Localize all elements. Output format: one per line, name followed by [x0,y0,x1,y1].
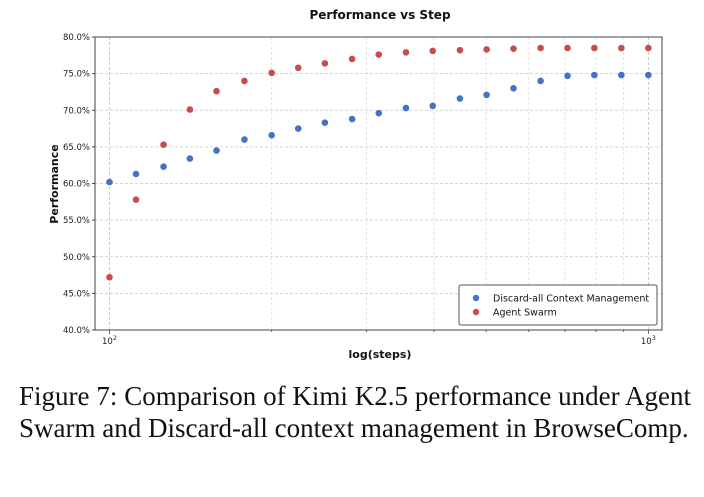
point-discard-all-context-management [132,170,140,178]
point-discard-all-context-management [564,72,571,80]
x-tick-label: 102 [102,334,117,347]
point-agent-swarm [537,44,544,52]
point-discard-all-context-management [429,102,437,110]
y-tick-label: 65.0% [63,143,90,153]
point-discard-all-context-management [186,155,194,162]
legend-marker-agent-swarm [472,308,480,316]
point-discard-all-context-management [510,84,517,92]
point-agent-swarm [429,47,437,55]
point-discard-all-context-management [106,178,113,186]
y-axis-label: Performance [48,144,61,223]
y-axis-ticks: 40.0% 45.0% 50.0% 55.0% 60.0% 65.0% 70.0% 75.0%… [63,33,95,336]
point-agent-swarm [106,273,113,281]
y-tick-label: 50.0% [63,253,90,263]
point-agent-swarm [268,69,276,77]
point-discard-all-context-management [591,71,598,79]
y-tick-label: 40.0% [63,326,90,336]
y-tick-label: 75.0% [63,70,90,80]
point-agent-swarm [132,196,140,203]
point-agent-swarm [564,44,571,52]
figure-caption: Figure 7: Comparison of Kimi K2.5 perfor… [19,381,691,443]
chart: Performance vs Step 40.0% 45.0% 50.0% 55.0%… [48,8,663,361]
point-discard-all-context-management [348,115,356,123]
point-agent-swarm [160,141,167,148]
point-discard-all-context-management [456,95,464,102]
point-agent-swarm [241,77,248,85]
point-agent-swarm [483,46,490,53]
x-tick-label: 103 [641,334,656,347]
point-discard-all-context-management [375,109,383,117]
point-agent-swarm [321,60,329,67]
point-discard-all-context-management [537,77,544,85]
point-discard-all-context-management [402,104,410,112]
point-discard-all-context-management [645,71,652,79]
legend-marker-discard-all [472,294,480,302]
point-discard-all-context-management [618,71,625,79]
point-agent-swarm [402,49,410,56]
point-agent-swarm [456,46,464,54]
legend-label-discard-all: Discard-all Context Management [493,294,649,305]
y-tick-label: 45.0% [63,289,90,299]
data-points [106,44,652,281]
y-tick-label: 80.0% [63,33,90,43]
legend: Discard-all Context Management Agent Swa… [458,284,658,326]
point-agent-swarm [591,44,598,52]
point-agent-swarm [294,64,302,72]
y-tick-label: 55.0% [63,216,90,226]
y-tick-label: 70.0% [63,106,90,116]
point-agent-swarm [186,106,194,113]
legend-box [458,284,658,326]
y-tick-label: 60.0% [63,180,90,190]
point-agent-swarm [375,51,383,58]
point-discard-all-context-management [213,147,220,154]
point-discard-all-context-management [294,125,302,132]
point-discard-all-context-management [241,136,248,143]
x-axis-ticks: 102 103 [102,330,656,347]
point-discard-all-context-management [268,131,276,139]
point-discard-all-context-management [321,119,329,127]
point-discard-all-context-management [483,91,490,99]
point-agent-swarm [348,55,356,63]
point-agent-swarm [510,45,517,53]
x-axis-label: log(steps) [349,348,412,361]
legend-label-agent-swarm: Agent Swarm [493,308,557,319]
point-agent-swarm [618,44,625,52]
point-agent-swarm [645,44,652,52]
point-discard-all-context-management [160,163,167,170]
point-agent-swarm [213,87,220,95]
chart-title: Performance vs Step [309,8,450,22]
